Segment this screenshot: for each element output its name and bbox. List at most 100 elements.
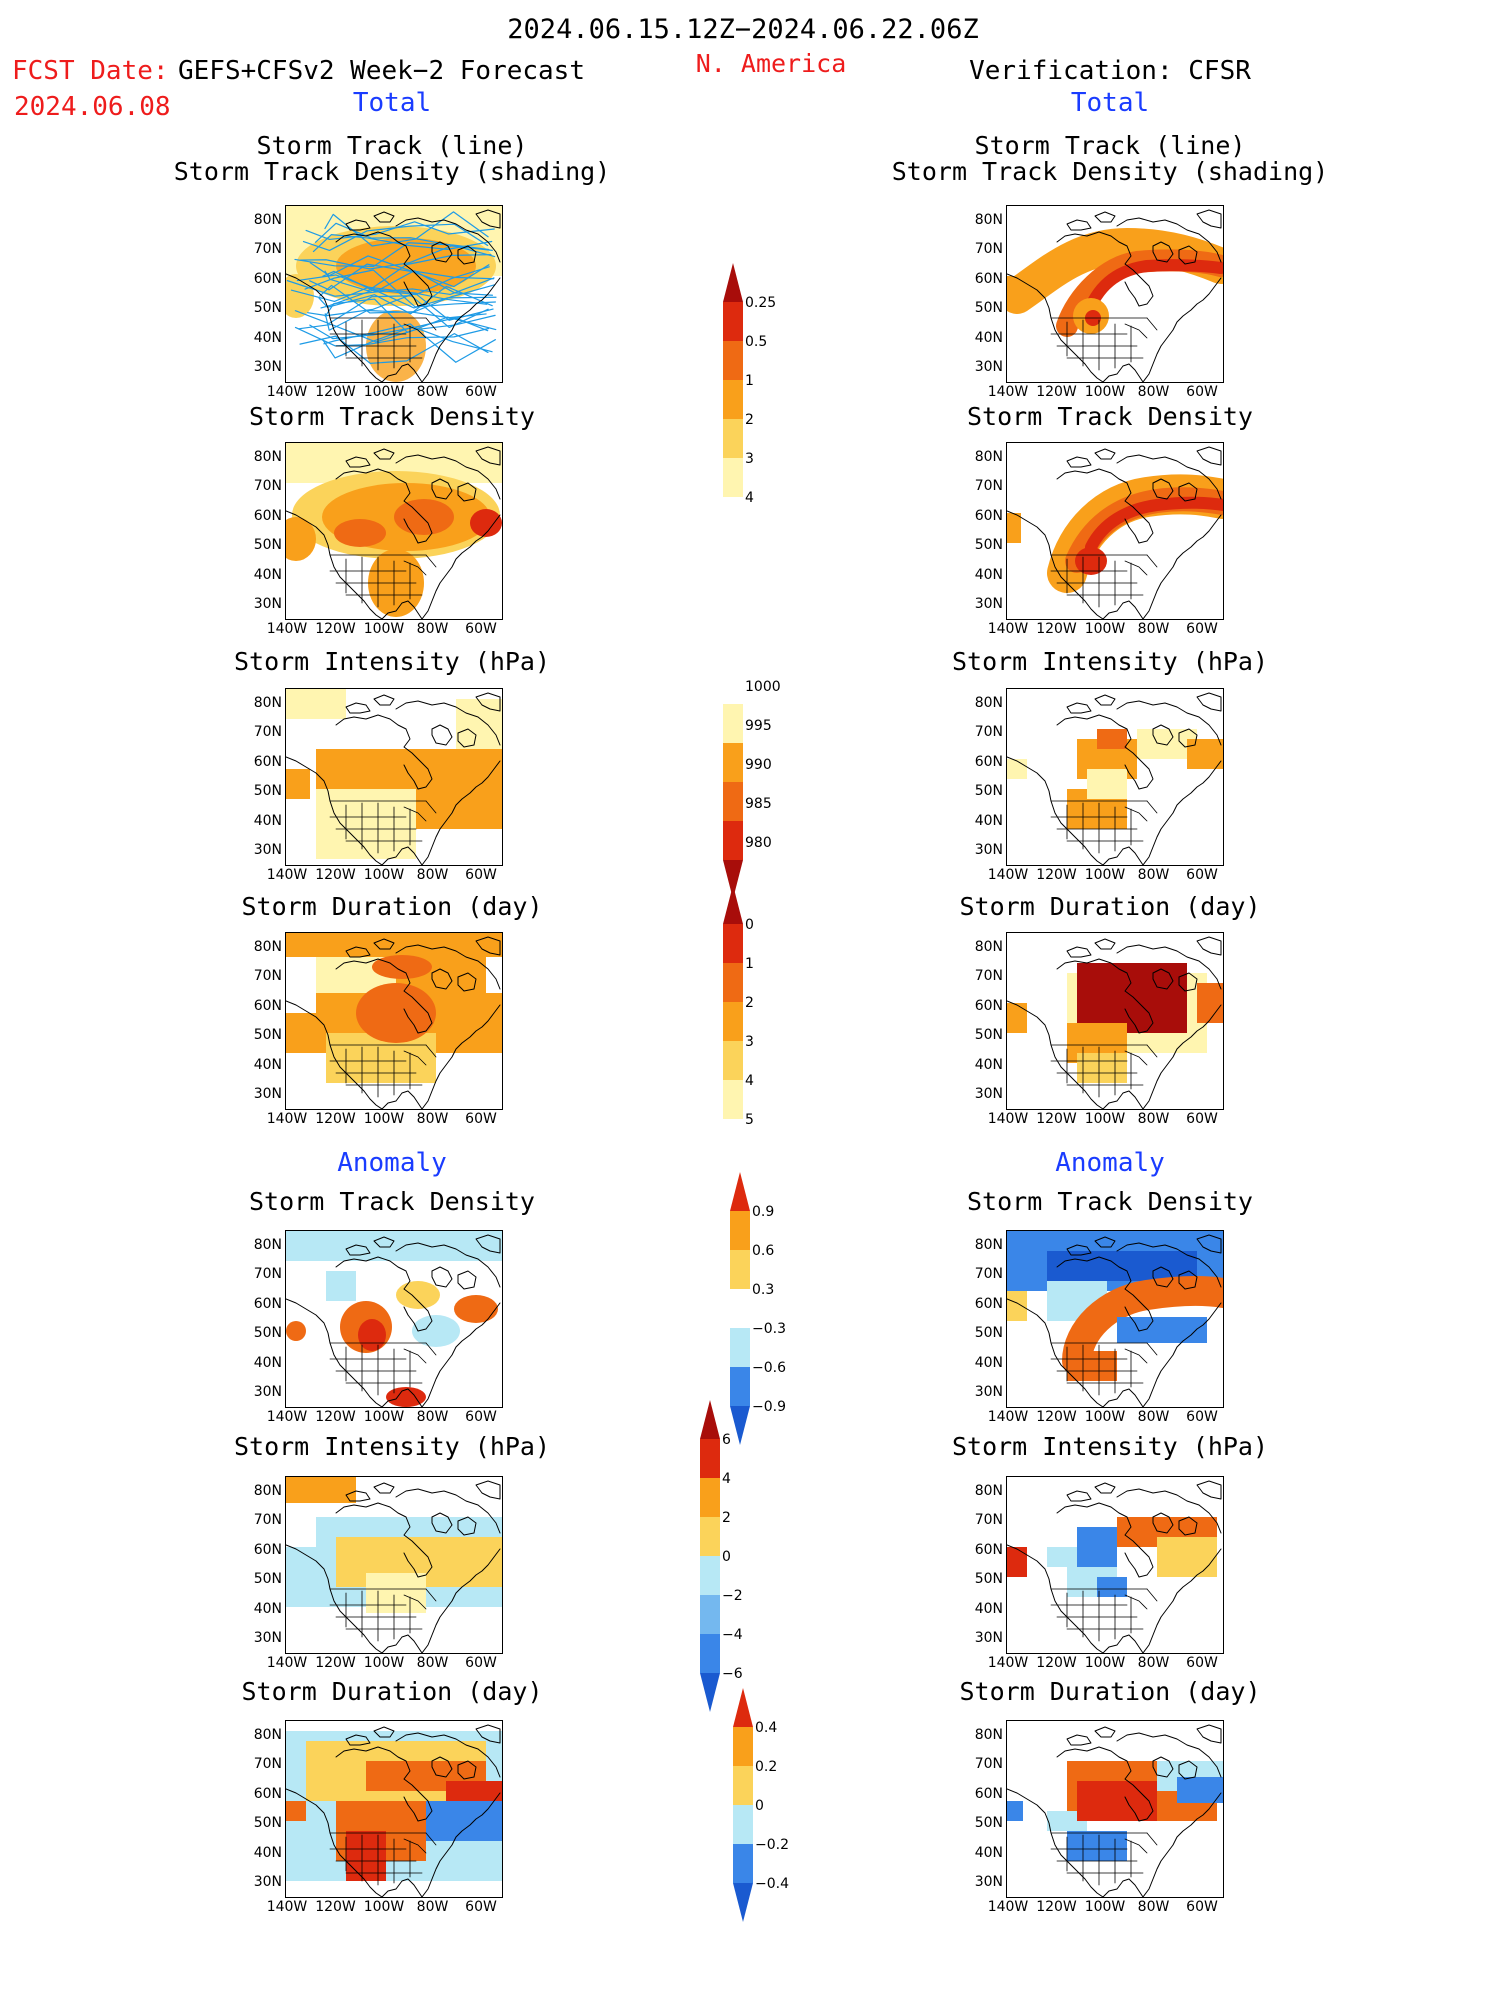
lat-tick-label: 80N <box>242 1238 282 1252</box>
lon-tick-label: 80W <box>1131 1112 1177 1126</box>
lat-tick-label: 50N <box>242 784 282 798</box>
lat-tick-label: 30N <box>242 360 282 374</box>
lon-tick-label: 120W <box>1034 385 1080 399</box>
verif-anom-duration-title: Storm Duration (day) <box>959 1679 1260 1705</box>
lat-tick-label: 30N <box>963 1087 1003 1101</box>
lat-tick-label: 80N <box>963 940 1003 954</box>
lat-tick-label: 70N <box>963 479 1003 493</box>
period-title: 2024.06.15.12Z−2024.06.22.06Z <box>507 16 978 43</box>
fcst-intensity-title: Storm Intensity (hPa) <box>234 649 550 675</box>
lat-tick-label: 80N <box>963 450 1003 464</box>
lat-tick-label: 30N <box>242 843 282 857</box>
density-total-colorbar-label: 4 <box>745 491 754 505</box>
lat-tick-label: 80N <box>963 1728 1003 1742</box>
lon-tick-label: 120W <box>313 1900 359 1914</box>
model-name: GEFS+CFSv2 Week−2 Forecast <box>178 58 585 84</box>
verif-intensity-title: Storm Intensity (hPa) <box>952 649 1268 675</box>
lon-tick-label: 100W <box>361 868 407 882</box>
lon-tick-label: 100W <box>1082 622 1128 636</box>
lon-tick-label: 120W <box>1034 1656 1080 1670</box>
lon-tick-label: 120W <box>313 1410 359 1424</box>
lat-tick-label: 50N <box>963 1816 1003 1830</box>
lon-tick-label: 140W <box>264 868 310 882</box>
lat-tick-label: 30N <box>242 597 282 611</box>
duration-anom-colorbar-label: 0.2 <box>755 1760 777 1774</box>
fcst-map-panel-1 <box>285 205 503 383</box>
lat-tick-label: 80N <box>242 213 282 227</box>
map-canvas <box>286 1721 502 1897</box>
verif-map-panel-6 <box>1006 1476 1224 1654</box>
duration-anom-colorbar-label: 0 <box>755 1799 764 1813</box>
duration-total-colorbar-label: 2 <box>745 996 754 1010</box>
lon-tick-label: 140W <box>264 1410 310 1424</box>
verif-anom-density-title: Storm Track Density <box>967 1189 1253 1215</box>
intensity-total-colorbar-label: 990 <box>745 758 772 772</box>
lon-tick-label: 100W <box>1082 1656 1128 1670</box>
lon-tick-label: 80W <box>1131 1410 1177 1424</box>
lat-tick-label: 60N <box>963 1297 1003 1311</box>
lon-tick-label: 100W <box>1082 868 1128 882</box>
map-canvas <box>286 933 502 1109</box>
lat-tick-label: 70N <box>242 969 282 983</box>
lat-tick-label: 50N <box>963 301 1003 315</box>
fcst-anom-intensity-title: Storm Intensity (hPa) <box>234 1434 550 1460</box>
lat-tick-label: 70N <box>963 1757 1003 1771</box>
lon-tick-label: 60W <box>1179 1410 1225 1424</box>
lat-tick-label: 50N <box>242 538 282 552</box>
lon-tick-label: 60W <box>1179 1656 1225 1670</box>
lon-tick-label: 80W <box>410 1900 456 1914</box>
lat-tick-label: 60N <box>242 1787 282 1801</box>
map-canvas <box>286 1477 502 1653</box>
duration-anom-colorbar-label: −0.4 <box>755 1877 789 1891</box>
lon-tick-label: 100W <box>361 1656 407 1670</box>
lon-tick-label: 120W <box>313 868 359 882</box>
lat-tick-label: 60N <box>963 1543 1003 1557</box>
lat-tick-label: 80N <box>242 1728 282 1742</box>
intensity-anom-colorbar-label: 4 <box>722 1472 731 1486</box>
region-label: N. America <box>696 51 847 76</box>
lat-tick-label: 40N <box>242 1058 282 1072</box>
lat-tick-label: 50N <box>242 1572 282 1586</box>
lon-tick-label: 140W <box>264 1112 310 1126</box>
lat-tick-label: 40N <box>242 1356 282 1370</box>
lon-tick-label: 60W <box>458 622 504 636</box>
map-canvas <box>1007 206 1223 382</box>
forecast-total-label: Total <box>353 90 431 116</box>
lon-tick-label: 100W <box>1082 1112 1128 1126</box>
map-canvas <box>1007 1477 1223 1653</box>
verif-map-panel-3 <box>1006 688 1224 866</box>
lat-tick-label: 30N <box>963 360 1003 374</box>
intensity-anom-colorbar-label: −4 <box>722 1628 743 1642</box>
lat-tick-label: 70N <box>242 1757 282 1771</box>
lon-tick-label: 120W <box>1034 1410 1080 1424</box>
verif-anom-intensity-title: Storm Intensity (hPa) <box>952 1434 1268 1460</box>
lat-tick-label: 60N <box>242 509 282 523</box>
lon-tick-label: 80W <box>410 1656 456 1670</box>
lat-tick-label: 30N <box>963 1631 1003 1645</box>
map-canvas <box>286 443 502 619</box>
lon-tick-label: 120W <box>1034 868 1080 882</box>
lon-tick-label: 60W <box>1179 868 1225 882</box>
lon-tick-label: 100W <box>1082 385 1128 399</box>
lat-tick-label: 30N <box>242 1087 282 1101</box>
density-total-colorbar-label: 2 <box>745 413 754 427</box>
lat-tick-label: 70N <box>242 1267 282 1281</box>
lon-tick-label: 140W <box>264 385 310 399</box>
map-canvas <box>286 206 502 382</box>
lon-tick-label: 120W <box>313 1112 359 1126</box>
lat-tick-label: 60N <box>963 1787 1003 1801</box>
density-anom-colorbar-label: 0.3 <box>752 1283 774 1297</box>
lon-tick-label: 100W <box>361 1900 407 1914</box>
fcst-date-label: FCST Date: <box>12 58 169 84</box>
lon-tick-label: 140W <box>264 1900 310 1914</box>
lat-tick-label: 50N <box>963 1028 1003 1042</box>
density-total-colorbar-label: 0.25 <box>745 296 776 310</box>
duration-anom-colorbar-label: 0.4 <box>755 1721 777 1735</box>
lat-tick-label: 50N <box>963 538 1003 552</box>
fcst-date-value: 2024.06.08 <box>14 94 171 120</box>
fcst-map-panel-6 <box>285 1476 503 1654</box>
duration-total-colorbar-label: 5 <box>745 1113 754 1127</box>
density-anom-colorbar-label: −0.6 <box>752 1361 786 1375</box>
duration-anom-colorbar-label: −0.2 <box>755 1838 789 1852</box>
intensity-total-colorbar-label: 980 <box>745 836 772 850</box>
